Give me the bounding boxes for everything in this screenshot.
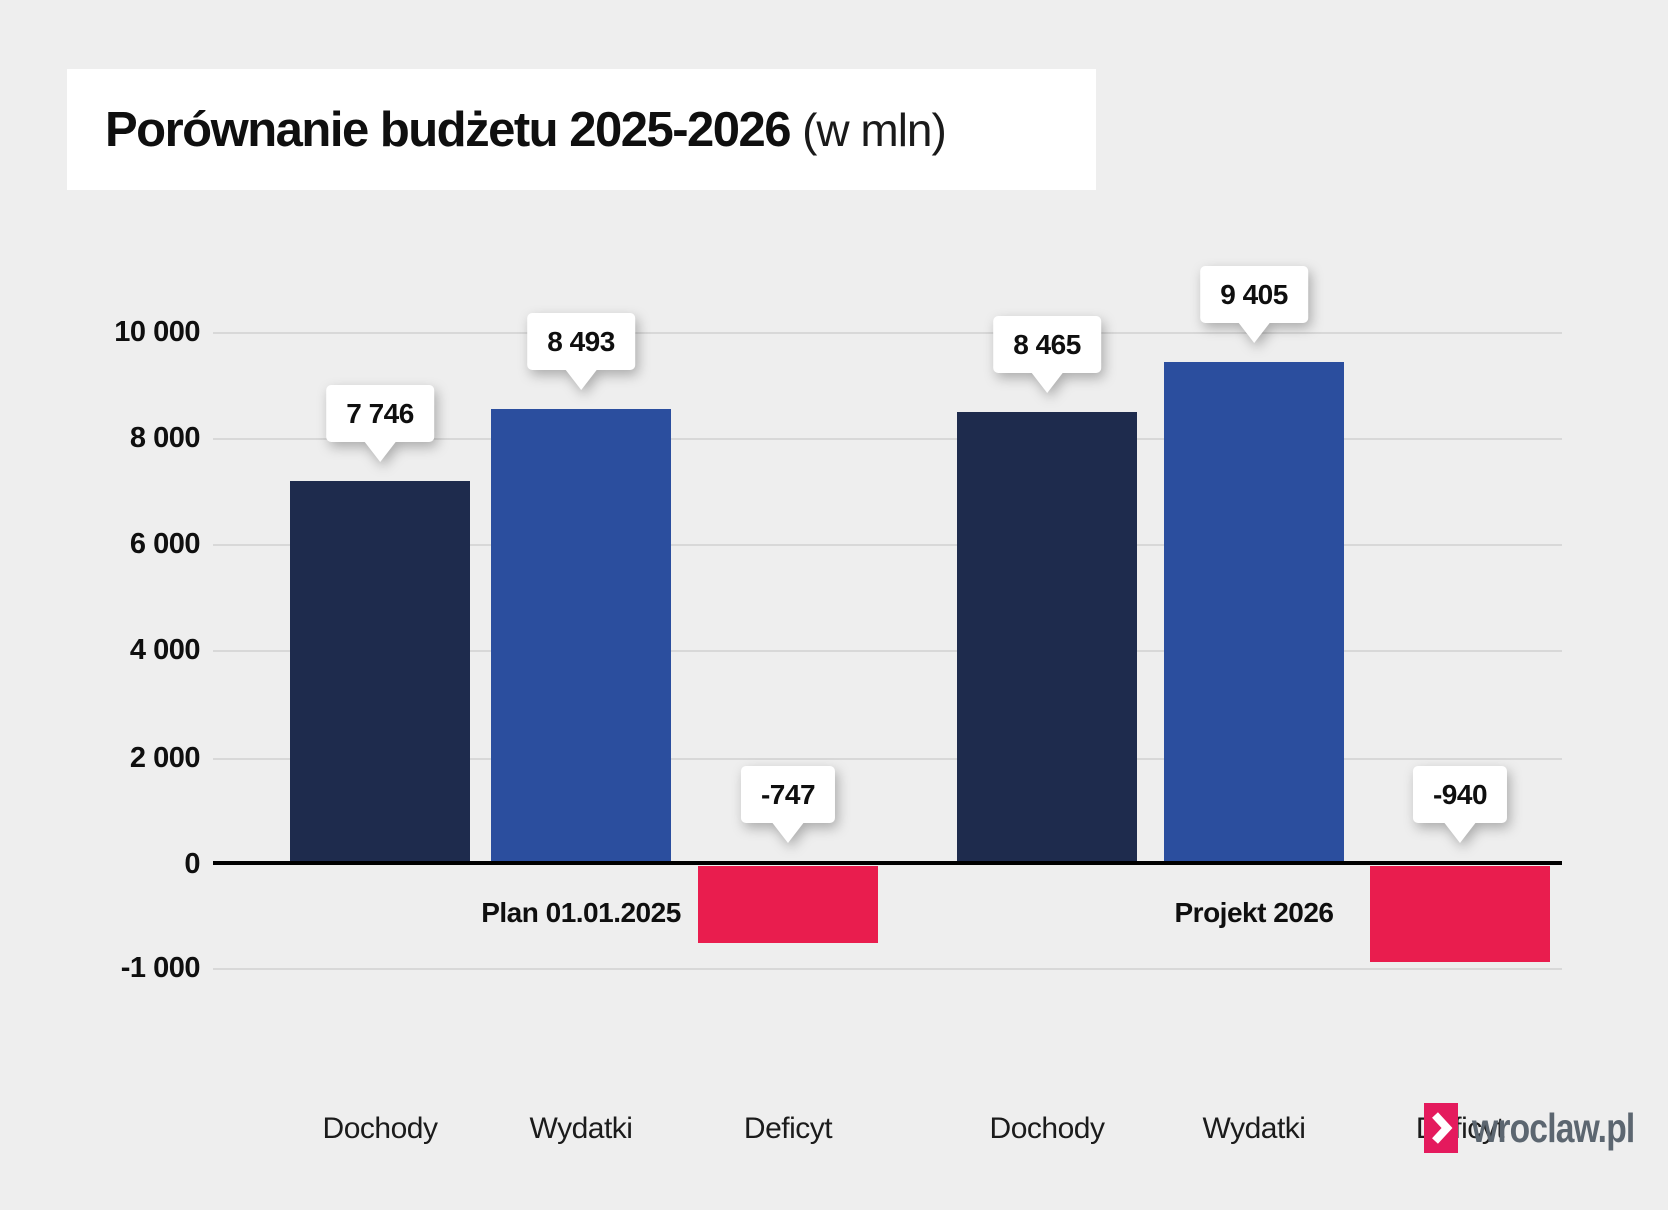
bar-deficyt [698,866,878,943]
y-axis-tick-label: 6 000 [129,528,201,560]
value-bubble: 8 493 [527,313,635,370]
wroclaw-logo-icon [1424,1103,1458,1153]
value-label: 7 746 [326,385,434,442]
value-bubble: 7 746 [326,385,434,442]
bar-wydatki [491,409,671,862]
category-label-dochody: Dochody [989,1112,1105,1145]
y-axis-tick-label: -1 000 [120,952,201,984]
bar-deficyt [1370,866,1550,962]
page-title-main: Porównanie budżetu 2025-2026 [105,102,792,157]
value-bubble: -940 [1412,766,1508,823]
value-label: -747 [740,766,836,823]
category-label-deficyt: Deficyt [743,1112,833,1145]
value-bubble: -747 [740,766,836,823]
y-axis-tick-label: 4 000 [129,634,201,666]
bar-dochody [290,481,470,862]
bar-dochody [957,412,1137,862]
y-axis-tick-label: 8 000 [129,422,201,454]
bar-wydatki [1164,362,1344,862]
gridline [213,650,1562,652]
value-label: 8 493 [527,313,635,370]
title-box: Porównanie budżetu 2025-2026 (w mln) [67,69,1096,190]
group-label: Projekt 2026 [1174,897,1335,928]
y-axis-tick-label: 10 000 [114,316,200,348]
brand-name: wroclaw.pl [1472,1104,1635,1151]
category-label-wydatki: Wydatki [1202,1112,1306,1145]
page-title: Porównanie budżetu 2025-2026 (w mln) [105,102,947,158]
gridline [213,332,1562,334]
brand-footer: wroclaw.pl [1424,1103,1668,1153]
gridline [213,968,1562,970]
group-label: Plan 01.01.2025 [481,897,681,928]
y-axis-tick-label: 0 [184,848,200,880]
gridline [213,758,1562,760]
gridline [213,544,1562,546]
category-label-dochody: Dochody [322,1112,438,1145]
value-label: 9 405 [1200,266,1308,323]
value-label: 8 465 [993,316,1101,373]
value-label: -940 [1412,766,1508,823]
category-label-wydatki: Wydatki [529,1112,633,1145]
chevron-right-icon [1424,1103,1458,1153]
value-bubble: 9 405 [1200,266,1308,323]
value-bubble: 8 465 [993,316,1101,373]
y-axis-tick-label: 2 000 [129,742,201,774]
gridline [213,438,1562,440]
page-title-unit: (w mln) [802,103,947,156]
zero-axis-line [213,861,1562,865]
